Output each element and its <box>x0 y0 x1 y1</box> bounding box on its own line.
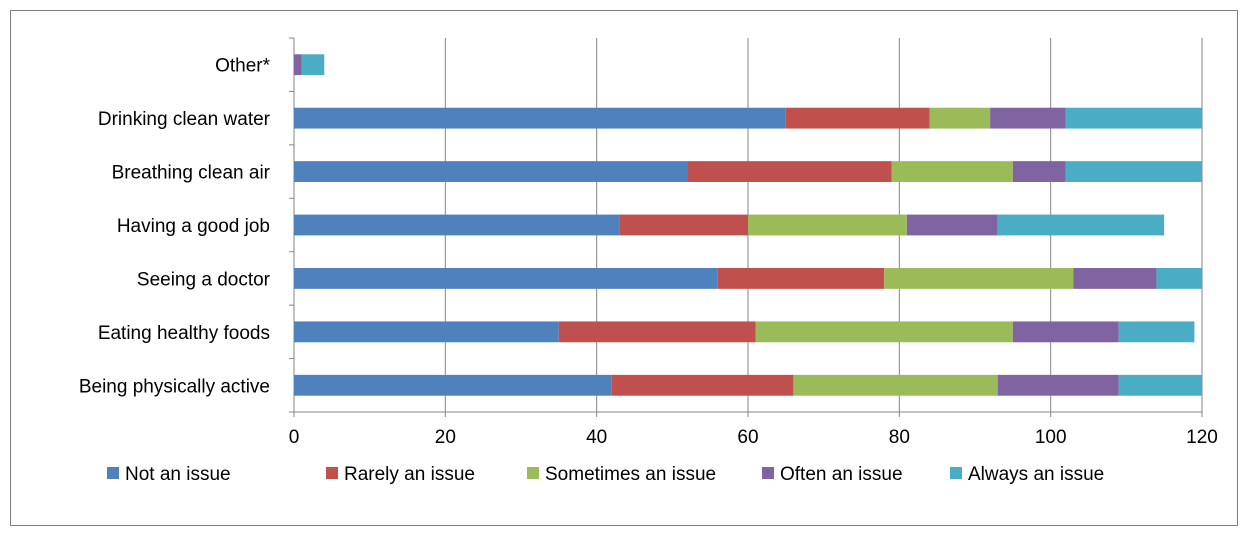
x-tick-label: 120 <box>1186 427 1218 448</box>
category-label: Seeing a doctor <box>137 269 271 290</box>
bar-segment <box>1073 268 1157 289</box>
bar-segment <box>294 214 620 236</box>
legend-swatch <box>107 467 119 479</box>
bar-segment <box>301 54 325 76</box>
category-label: Other* <box>215 56 271 77</box>
category-label: Drinking clean water <box>98 109 271 130</box>
x-tick-label: 40 <box>586 427 607 448</box>
x-tick-label: 0 <box>289 427 300 448</box>
bar-segment <box>294 107 786 129</box>
legend-swatch <box>326 467 338 479</box>
bar-segment <box>1012 321 1119 343</box>
legend-swatch <box>950 467 962 479</box>
x-tick-label: 80 <box>889 427 910 448</box>
legend-swatch <box>762 467 774 479</box>
bar-segment <box>1118 374 1202 396</box>
bar-segment <box>906 214 998 236</box>
legend-label: Sometimes an issue <box>545 464 716 485</box>
bar-segment <box>1065 161 1202 182</box>
category-label: Eating healthy foods <box>98 323 270 344</box>
legend-label: Rarely an issue <box>344 464 475 485</box>
bar-segment <box>294 268 718 289</box>
bar-segment <box>1012 161 1066 182</box>
bar-segment <box>997 374 1119 396</box>
bar-segment <box>294 161 688 182</box>
bar-segment <box>785 107 930 129</box>
category-label: Breathing clean air <box>112 163 271 184</box>
x-tick-label: 100 <box>1035 427 1067 448</box>
category-label: Having a good job <box>117 216 270 237</box>
bar-segment <box>1118 321 1195 343</box>
x-tick-label: 20 <box>435 427 456 448</box>
bar-segment <box>1156 268 1202 289</box>
bar-segment <box>294 374 612 396</box>
bar-segment <box>717 268 885 289</box>
bar-segment <box>884 268 1074 289</box>
category-label: Being physically active <box>79 376 270 397</box>
bar-segment <box>294 321 559 343</box>
bar-segment <box>891 161 1013 182</box>
x-tick-label: 60 <box>737 427 758 448</box>
legend-label: Always an issue <box>968 464 1104 485</box>
bar-segment <box>619 214 748 236</box>
bar-segment <box>748 214 907 236</box>
bar-segment <box>990 107 1066 129</box>
bar-segment <box>558 321 756 343</box>
bar-segment <box>611 374 794 396</box>
bar-segment <box>793 374 998 396</box>
legend-swatch <box>527 467 539 479</box>
bar-segment <box>997 214 1165 236</box>
bar-segment <box>755 321 1013 343</box>
chart-frame <box>10 10 1238 526</box>
legend-label: Often an issue <box>780 464 903 485</box>
legend-label: Not an issue <box>125 464 231 485</box>
bar-segment <box>929 107 991 129</box>
bar-segment <box>687 161 892 182</box>
bar-segment <box>1065 107 1202 129</box>
bar-segment <box>294 54 302 76</box>
